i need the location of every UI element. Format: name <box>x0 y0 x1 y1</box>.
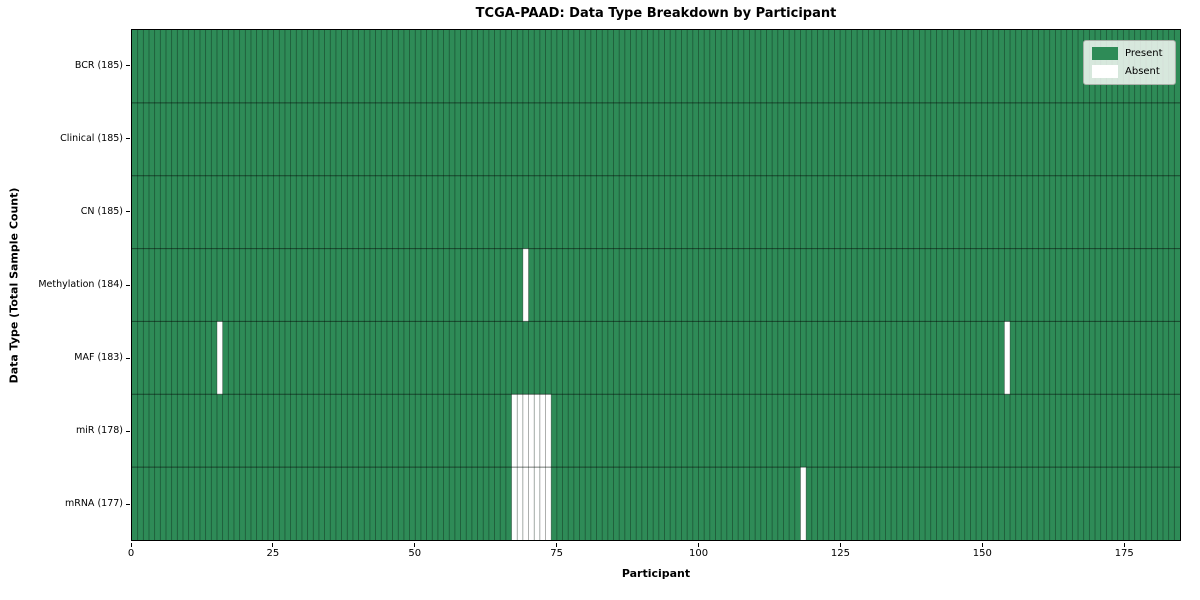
y-tick-mark <box>126 211 130 213</box>
x-tick-mark <box>272 542 274 547</box>
x-tick-mark <box>698 542 700 547</box>
present-swatch-icon <box>1092 47 1118 60</box>
absent-swatch-icon <box>1092 65 1118 78</box>
x-tick-label: 125 <box>830 548 850 559</box>
x-tick-label: 150 <box>972 548 992 559</box>
y-tick-label: BCR (185) <box>74 59 123 71</box>
y-tick-mark <box>126 284 130 286</box>
x-tick-mark <box>839 542 841 547</box>
x-tick-mark <box>981 542 983 547</box>
y-tick-mark <box>126 65 130 67</box>
x-tick-label: 50 <box>408 548 422 559</box>
y-tick-label: CN (185) <box>80 205 123 217</box>
x-tick-label: 100 <box>689 548 709 559</box>
y-tick-mark <box>126 357 130 359</box>
x-axis-title: Participant <box>621 567 691 580</box>
legend-label-present: Present <box>1125 48 1163 59</box>
chart-title: TCGA-PAAD: Data Type Breakdown by Partic… <box>475 6 837 21</box>
x-tick-label: 75 <box>550 548 564 559</box>
y-tick-mark <box>126 138 130 140</box>
legend-label-absent: Absent <box>1125 66 1160 77</box>
y-tick-label: miR (178) <box>75 425 123 437</box>
y-tick-mark <box>126 430 130 432</box>
y-tick-mark <box>126 503 130 505</box>
legend: Present Absent <box>1083 40 1176 85</box>
plot-area <box>131 29 1181 541</box>
x-tick-label: 25 <box>266 548 280 559</box>
y-tick-label: MAF (183) <box>74 352 123 364</box>
x-tick-label: 175 <box>1114 548 1134 559</box>
y-tick-label: Clinical (185) <box>60 132 123 144</box>
x-tick-mark <box>130 542 132 547</box>
x-tick-label: 0 <box>127 548 135 559</box>
x-tick-mark <box>1123 542 1125 547</box>
y-tick-label: Methylation (184) <box>38 279 123 290</box>
legend-item-present: Present <box>1092 47 1167 60</box>
y-tick-label: mRNA (177) <box>64 498 123 510</box>
x-tick-mark <box>556 542 558 547</box>
presence-matrix-svg <box>132 30 1180 540</box>
x-tick-mark <box>414 542 416 547</box>
legend-item-absent: Absent <box>1092 65 1167 78</box>
